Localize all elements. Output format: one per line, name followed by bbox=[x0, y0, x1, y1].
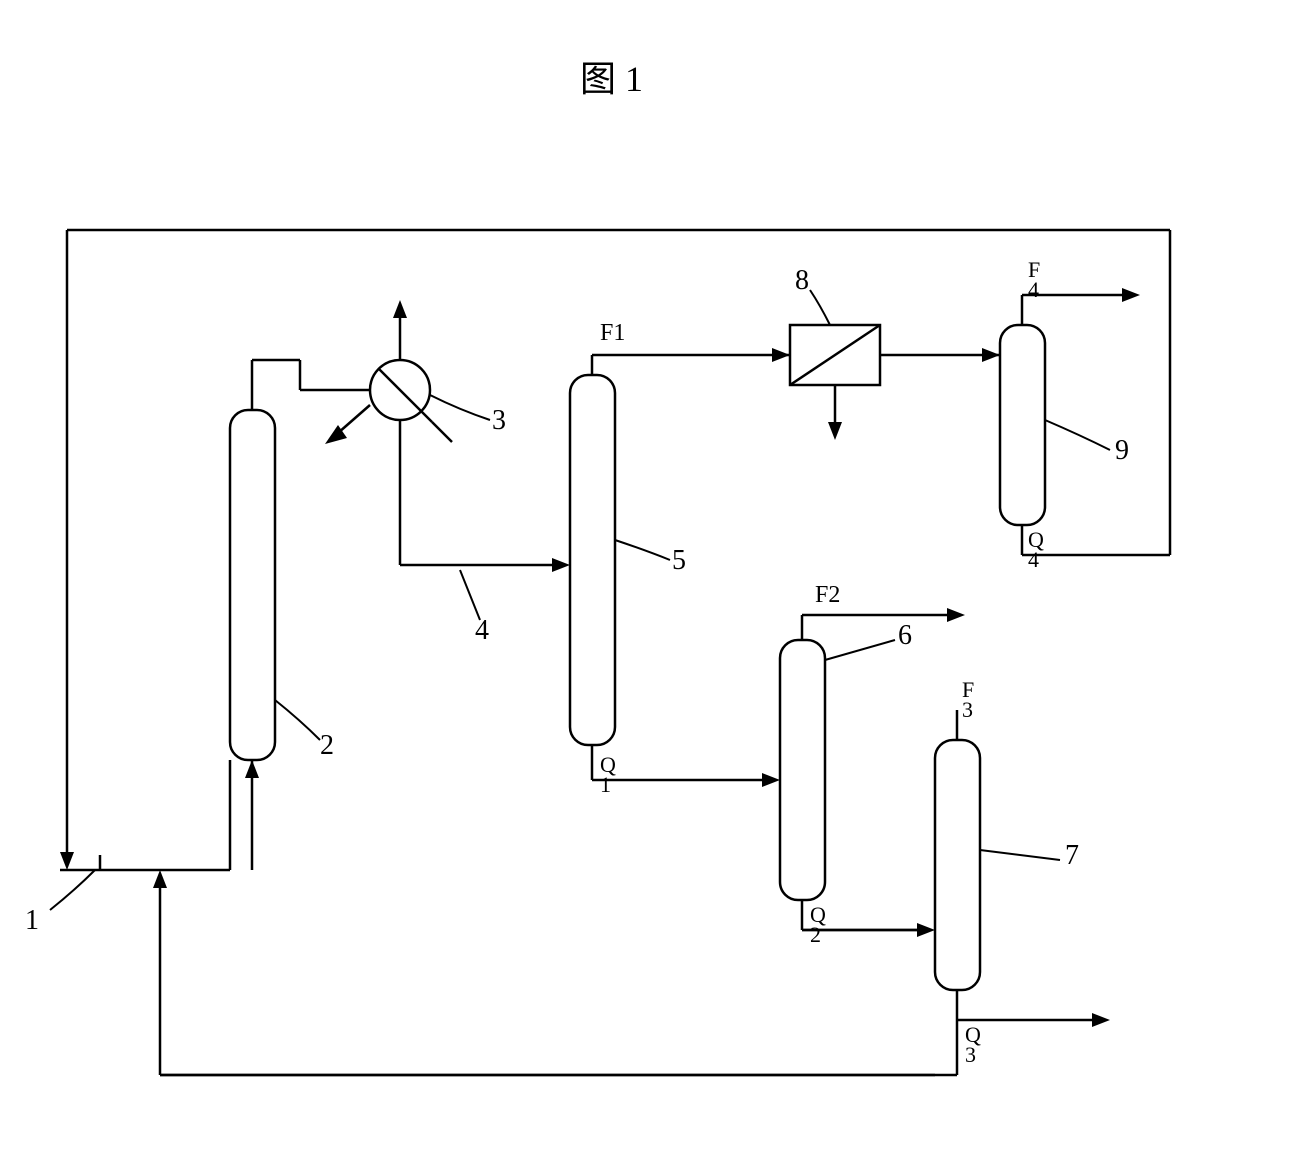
label-Q2: Q 2 bbox=[810, 905, 826, 945]
process-flow-diagram bbox=[0, 0, 1296, 1154]
leader-3 bbox=[430, 395, 490, 420]
leader-8 bbox=[810, 290, 830, 325]
leader-4 bbox=[460, 570, 480, 620]
column-5 bbox=[570, 375, 615, 745]
label-6: 6 bbox=[898, 620, 912, 652]
label-F4: F 4 bbox=[1028, 260, 1040, 300]
column-9 bbox=[1000, 325, 1045, 525]
column-2 bbox=[230, 410, 275, 760]
leader-2 bbox=[275, 700, 320, 740]
leader-9 bbox=[1045, 420, 1110, 450]
label-2: 2 bbox=[320, 730, 334, 762]
label-4: 4 bbox=[475, 615, 489, 647]
label-F1: F1 bbox=[600, 320, 625, 347]
label-F2: F2 bbox=[815, 582, 840, 609]
label-7: 7 bbox=[1065, 840, 1079, 872]
arrow-head bbox=[245, 760, 259, 778]
label-5: 5 bbox=[672, 545, 686, 577]
label-F3: F 3 bbox=[962, 680, 974, 720]
label-8: 8 bbox=[795, 265, 809, 297]
column-7 bbox=[935, 740, 980, 990]
label-Q1: Q 1 bbox=[600, 755, 616, 795]
leader-6 bbox=[825, 640, 895, 660]
leader-5 bbox=[615, 540, 670, 560]
label-Q3: Q 3 bbox=[965, 1025, 981, 1065]
column-6 bbox=[780, 640, 825, 900]
label-3: 3 bbox=[492, 405, 506, 437]
leader-7 bbox=[980, 850, 1060, 860]
leader-1 bbox=[50, 870, 95, 910]
label-Q4: Q 4 bbox=[1028, 530, 1044, 570]
label-9: 9 bbox=[1115, 435, 1129, 467]
figure-title: 图 1 bbox=[580, 50, 643, 102]
label-1: 1 bbox=[25, 905, 39, 937]
